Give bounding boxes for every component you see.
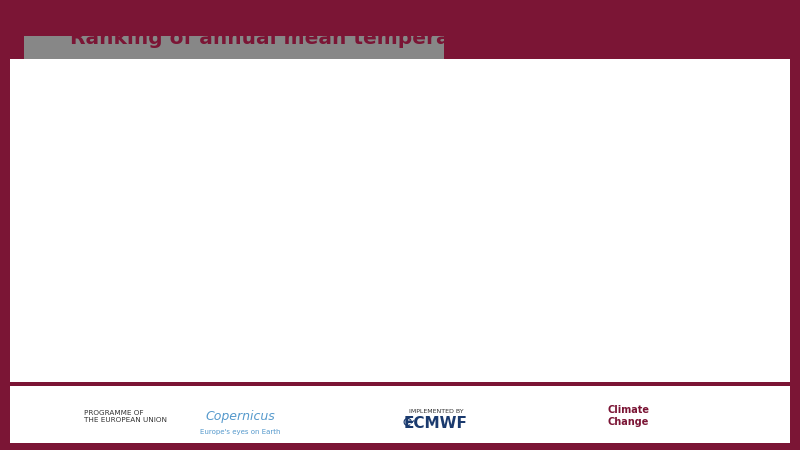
Text: Other rankings: Other rankings bbox=[547, 262, 676, 277]
Text: Europe's eyes on Earth: Europe's eyes on Earth bbox=[200, 429, 280, 435]
Text: Ranking of annual mean temperature for 2022 by country: Ranking of annual mean temperature for 2… bbox=[70, 29, 730, 48]
Text: rd: rd bbox=[573, 200, 585, 210]
Text: Map unavailable
No module named 'geopandas': Map unavailable No module named 'geopand… bbox=[158, 200, 310, 221]
Text: 3: 3 bbox=[547, 207, 558, 221]
FancyBboxPatch shape bbox=[470, 252, 525, 287]
Text: warmest: warmest bbox=[592, 207, 672, 221]
Text: PROGRAMME OF
THE EUROPEAN UNION: PROGRAMME OF THE EUROPEAN UNION bbox=[84, 410, 167, 423]
Text: Warmest: Warmest bbox=[547, 91, 624, 106]
Text: warmest: warmest bbox=[592, 151, 672, 166]
Text: 2: 2 bbox=[547, 151, 558, 166]
Text: Copernicus: Copernicus bbox=[205, 410, 275, 423]
Text: nd: nd bbox=[573, 144, 586, 154]
Text: IMPLEMENTED BY: IMPLEMENTED BY bbox=[409, 409, 463, 414]
FancyBboxPatch shape bbox=[470, 140, 525, 176]
FancyBboxPatch shape bbox=[470, 81, 525, 116]
Text: ECMWF: ECMWF bbox=[404, 415, 468, 431]
Text: Rankings based on ERA5 data
for 1950-2022
Credit: C3S/ECMWF: Rankings based on ERA5 data for 1950-202… bbox=[470, 300, 637, 339]
Text: Climate
Change: Climate Change bbox=[608, 405, 650, 427]
Text: ⟳: ⟳ bbox=[402, 416, 414, 430]
FancyBboxPatch shape bbox=[470, 196, 525, 231]
